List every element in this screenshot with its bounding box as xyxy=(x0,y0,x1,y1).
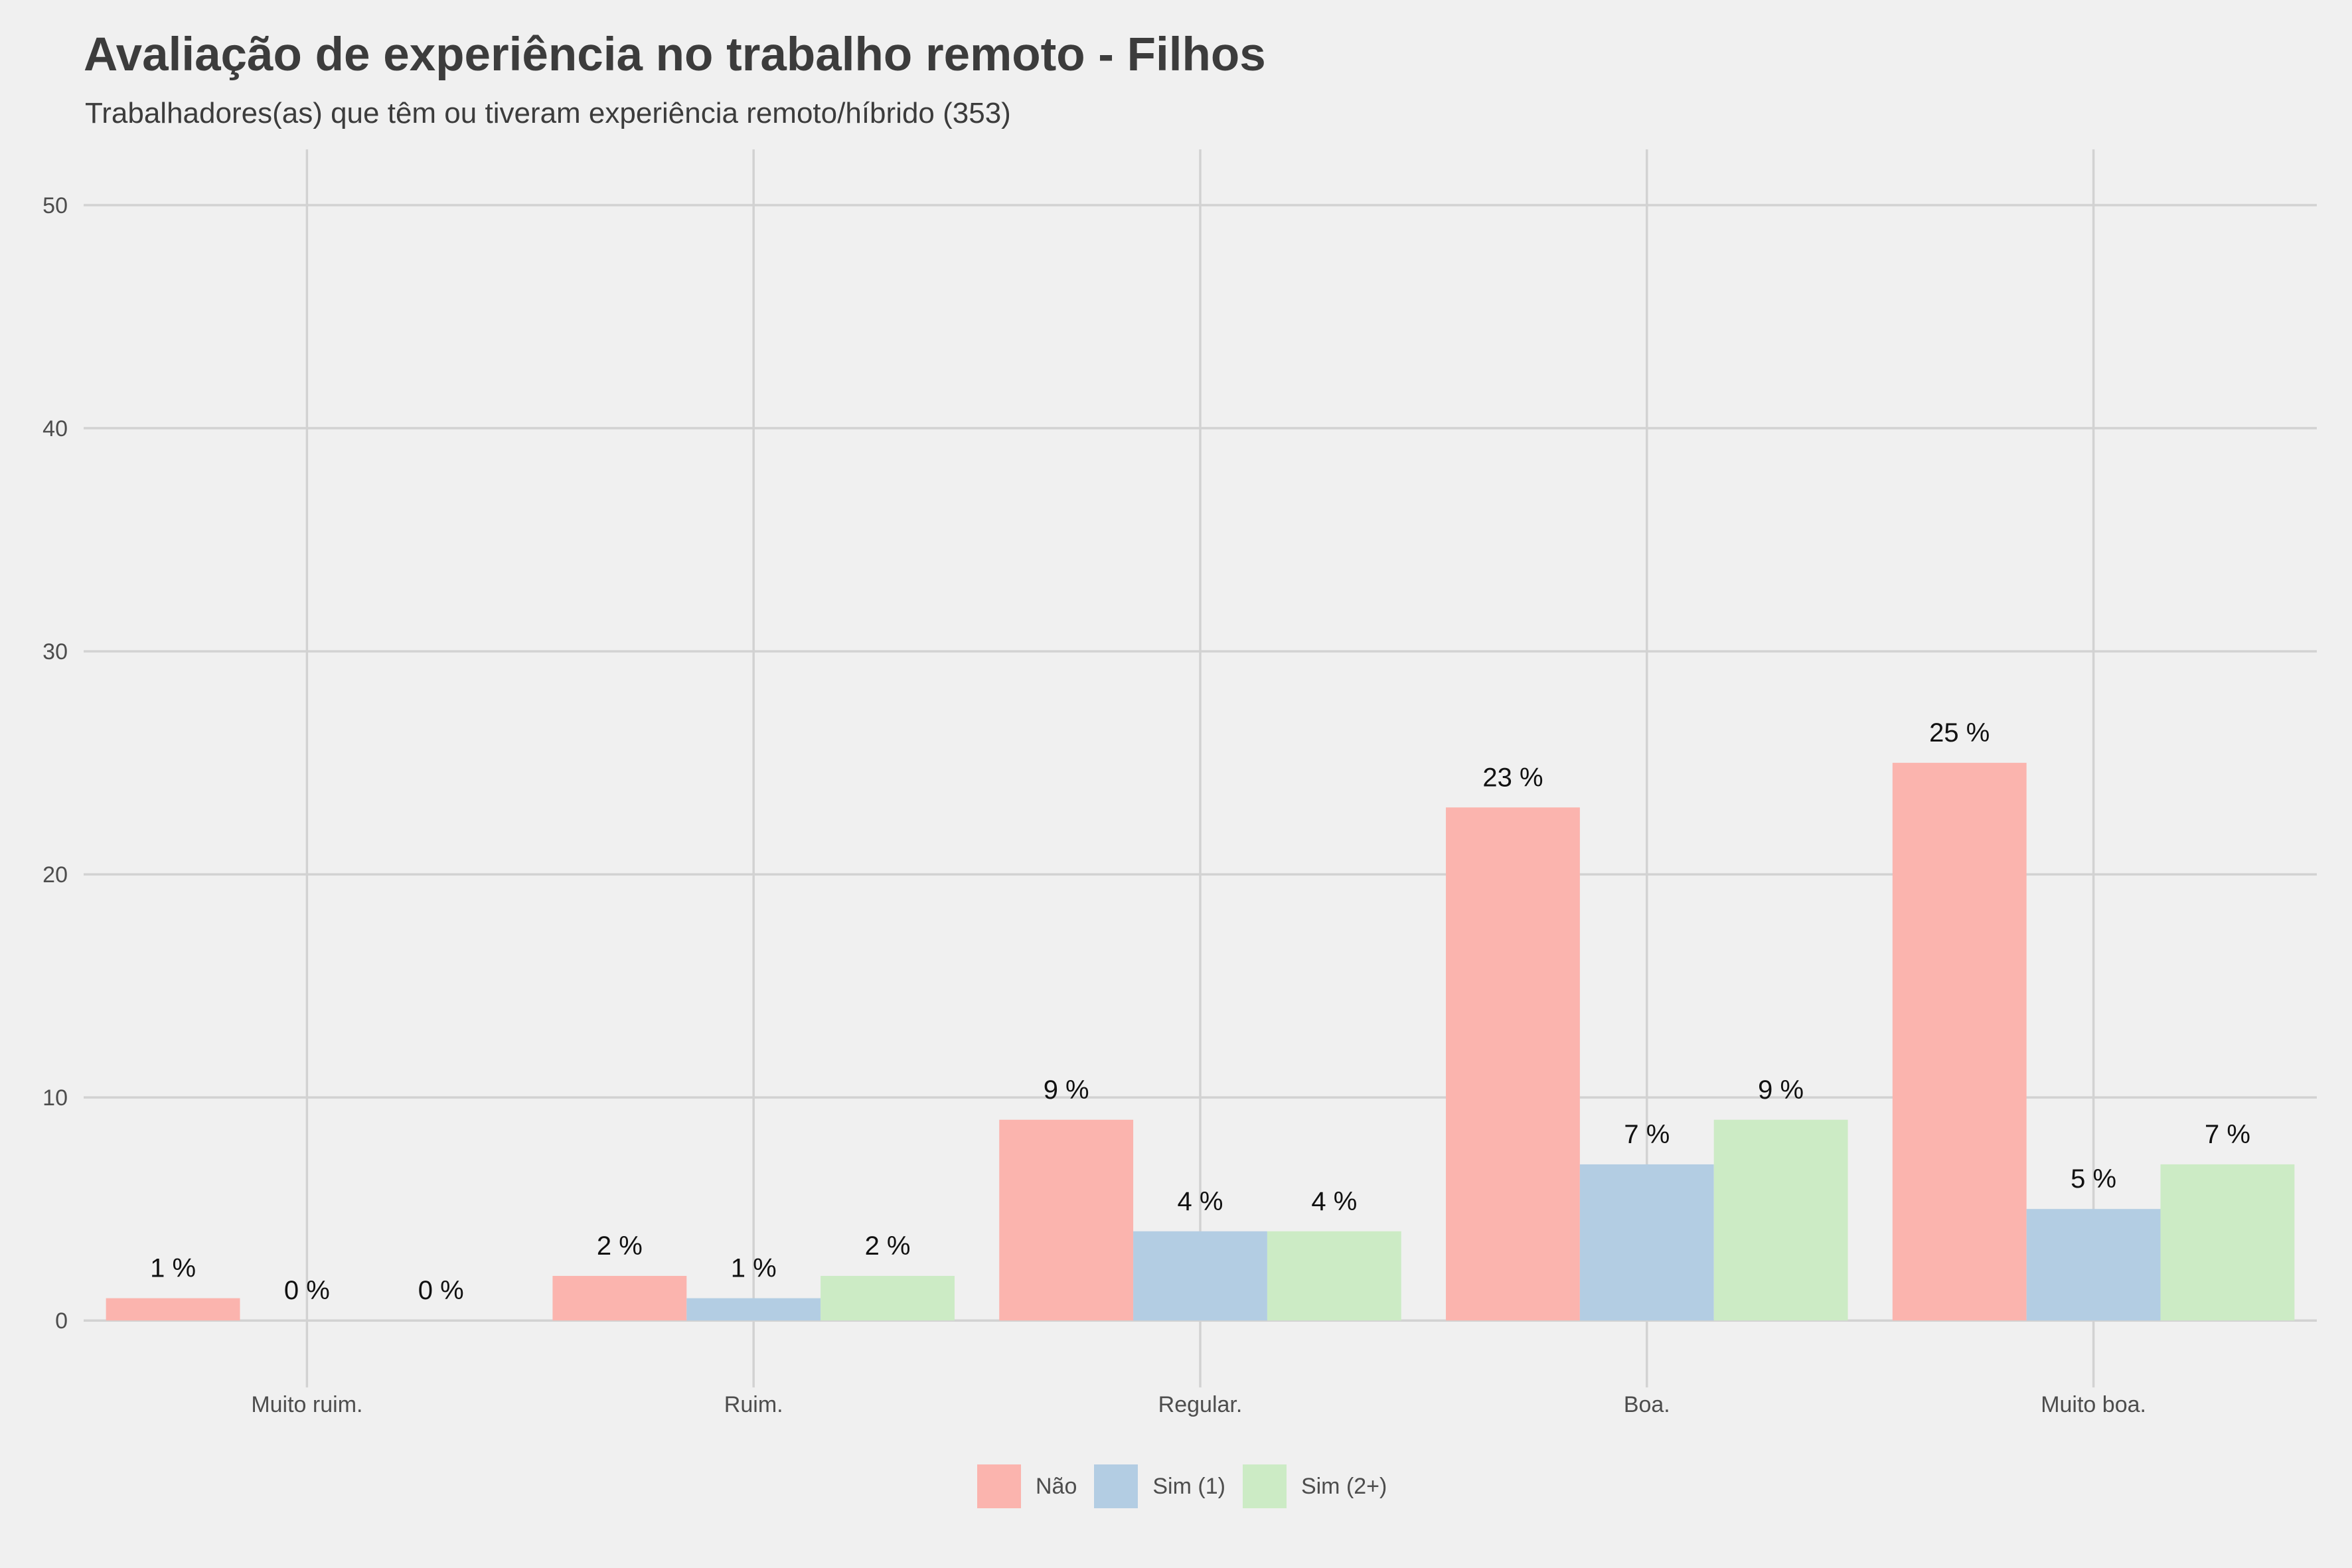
bar-sim-1-ruim xyxy=(686,1298,821,1321)
legend-item-sim-2plus: Sim (2+) xyxy=(1242,1464,1387,1508)
x-tick-label-muito-boa: Muito boa. xyxy=(2041,1392,2146,1417)
y-tick-label: 30 xyxy=(42,639,68,665)
chart-title: Avaliação de experiência no trabalho rem… xyxy=(84,29,1266,81)
data-label-sim-1-boa: 7 % xyxy=(1624,1120,1670,1149)
legend-label-sim-2plus: Sim (2+) xyxy=(1300,1473,1387,1499)
data-label-sim-1-muito-ruim: 0 % xyxy=(284,1276,330,1305)
data-label-sim-2-muito-ruim: 0 % xyxy=(418,1276,464,1305)
data-label-sim-1-muito-boa: 5 % xyxy=(2071,1164,2116,1194)
bar-sim-2-muito-boa xyxy=(2160,1164,2295,1321)
x-tick-label-ruim: Ruim. xyxy=(724,1392,783,1417)
chart-subtitle: Trabalhadores(as) que têm ou tiveram exp… xyxy=(85,97,1011,129)
bar-nao-regular xyxy=(999,1119,1134,1321)
legend-key-sim-2plus xyxy=(1242,1464,1287,1508)
y-tick-label: 20 xyxy=(42,862,68,888)
y-tick-label: 40 xyxy=(42,416,68,441)
legend-item-nao: Não xyxy=(977,1464,1077,1508)
bar-nao-ruim xyxy=(552,1275,687,1321)
data-label-nao-muito-ruim: 1 % xyxy=(150,1254,196,1283)
x-tick-label-regular: Regular. xyxy=(1158,1392,1243,1417)
bar-sim-2-boa xyxy=(1713,1119,1848,1321)
bar-nao-muito-boa xyxy=(1892,763,2027,1321)
data-label-sim-2-regular: 4 % xyxy=(1311,1187,1357,1216)
data-label-sim-2-ruim: 2 % xyxy=(865,1231,911,1261)
bar-nao-muito-ruim xyxy=(106,1298,240,1321)
y-tick-label: 10 xyxy=(42,1085,68,1111)
data-label-sim-2-muito-boa: 7 % xyxy=(2205,1120,2250,1149)
legend-item-sim-1: Sim (1) xyxy=(1094,1464,1225,1508)
data-label-nao-muito-boa: 25 % xyxy=(1929,718,1990,747)
y-tick-label: 0 xyxy=(55,1308,68,1334)
legend-key-sim-1 xyxy=(1094,1464,1138,1508)
legend: Não Sim (1) Sim (2+) xyxy=(977,1464,1404,1508)
data-label-sim-1-regular: 4 % xyxy=(1178,1187,1223,1216)
x-tick-label-muito-ruim: Muito ruim. xyxy=(251,1392,362,1417)
data-label-nao-regular: 9 % xyxy=(1044,1075,1089,1105)
bar-sim-1-regular xyxy=(1133,1231,1267,1321)
data-label-nao-boa: 23 % xyxy=(1482,763,1543,792)
y-tick-label: 50 xyxy=(42,193,68,218)
bar-sim-1-muito-boa xyxy=(2026,1209,2161,1321)
x-tick-label-boa: Boa. xyxy=(1624,1392,1670,1417)
data-label-nao-ruim: 2 % xyxy=(597,1231,643,1261)
legend-label-nao: Não xyxy=(1036,1473,1077,1499)
bar-sim-2-regular xyxy=(1267,1231,1401,1321)
bar-nao-boa xyxy=(1446,807,1580,1321)
legend-label-sim-1: Sim (1) xyxy=(1152,1473,1225,1499)
bar-sim-2-ruim xyxy=(821,1275,955,1321)
bar-sim-1-boa xyxy=(1579,1164,1714,1321)
legend-key-nao xyxy=(977,1464,1021,1508)
data-label-sim-2-boa: 9 % xyxy=(1758,1075,1804,1105)
data-label-sim-1-ruim: 1 % xyxy=(731,1254,777,1283)
